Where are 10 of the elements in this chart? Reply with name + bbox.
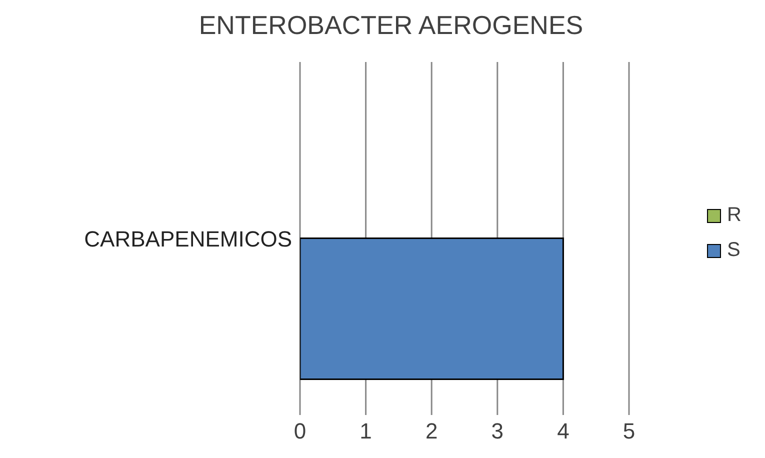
x-tick-label: 2 bbox=[425, 418, 438, 444]
x-tick-label: 4 bbox=[557, 418, 570, 444]
legend-label: S bbox=[727, 239, 740, 262]
x-tick-label: 5 bbox=[622, 418, 636, 444]
x-tick-label: 3 bbox=[491, 418, 504, 444]
y-tick-label: CARBAPENEMICOS bbox=[84, 226, 292, 252]
legend-label: R bbox=[727, 204, 742, 227]
chart-title: ENTEROBACTER AEROGENES bbox=[198, 10, 584, 41]
x-tick-label: 1 bbox=[360, 418, 372, 444]
x-tick-label: 0 bbox=[294, 418, 306, 444]
